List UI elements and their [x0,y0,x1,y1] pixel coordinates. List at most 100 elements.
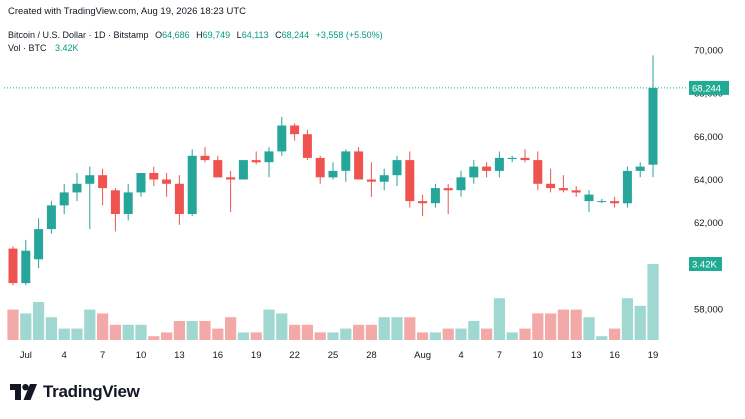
volume-bar [161,332,173,340]
x-tick-label: 7 [497,350,502,361]
candle-body [8,248,18,284]
candle-body [456,177,466,191]
candle-body [264,151,274,163]
candle-body [21,250,31,284]
x-tick-label: 4 [458,350,463,361]
volume-bar [378,317,390,340]
volume-bar [199,321,211,340]
tradingview-logo[interactable]: TradingView [10,382,140,402]
high-label: H [196,30,203,40]
candle-body [290,125,300,135]
x-tick-label: Jul [20,350,32,361]
candle-body [648,87,658,165]
candle-body [162,179,172,184]
volume-bar [7,309,19,340]
candle-body [328,170,338,178]
candle-body [72,183,82,193]
last-volume-badge [689,257,722,271]
candle-body [110,190,120,214]
volume-bar [212,328,224,340]
candle-body [98,175,108,189]
volume-bar [148,336,160,340]
volume-bar [532,313,544,340]
volume-bar [289,324,301,340]
x-tick-label: 19 [251,350,262,361]
volume-bar [327,332,339,340]
x-tick-label: 13 [571,350,582,361]
volume-bar [391,317,403,340]
candle-body [379,175,389,182]
volume-label: Vol · BTC [8,43,47,53]
volume-bar [353,324,365,340]
x-tick-label: 13 [174,350,185,361]
candle-body [597,201,607,203]
candle-body [584,194,594,202]
candle-body [507,157,517,159]
candle-body [238,160,248,180]
candle-body [213,160,223,178]
x-tick-label: 10 [136,350,147,361]
volume-bar [442,328,454,340]
symbol-legend: Bitcoin / U.S. Dollar · 1D · Bitstamp O6… [8,30,383,40]
close-label: C [275,30,282,40]
open-label: O [155,30,163,40]
x-tick-label: 22 [289,350,300,361]
volume-bar [58,328,70,340]
candle-body [354,151,364,180]
volume-bar [468,321,480,340]
candle-body [405,160,415,202]
volume-bar [20,313,32,340]
volume-bar [404,317,416,340]
volume-bar [609,328,621,340]
candle-body [558,188,568,191]
volume-bar [186,321,198,340]
volume-bar [596,336,608,340]
volume-bar [647,264,659,340]
last-price-label: 68,244 [692,83,721,94]
candle-body [366,179,376,182]
candle-body [251,160,261,163]
x-tick-label: 7 [100,350,105,361]
candle-body [226,177,236,180]
volume-bar [33,302,45,340]
candle-body [533,160,543,184]
candle-body [571,190,581,193]
candle-body [341,151,351,171]
volume-bar [71,328,83,340]
volume-bar [301,324,313,340]
candle-body [46,205,56,230]
candle-body [277,125,287,152]
y-tick-label: 62,000 [694,218,723,229]
x-tick-label: 25 [328,350,339,361]
open-value: 64,686 [162,30,190,40]
candle-body [635,166,645,171]
volume-bar [45,317,57,340]
volume-bar [97,313,109,340]
volume-bar [225,317,237,340]
volume-bar [417,332,429,340]
y-tick-label: 64,000 [694,175,723,186]
x-tick-label: 4 [62,350,67,361]
volume-bar [519,328,531,340]
volume-bar [314,332,326,340]
change-value: +3,558 (+5.50%) [315,30,383,40]
volume-bar [455,328,467,340]
candle-body [418,201,428,204]
volume-bar [570,309,582,340]
tradingview-logo-icon [10,384,37,400]
candle-body [302,134,312,158]
candle-body [59,192,69,206]
candle-body [469,166,479,178]
x-tick-label: 28 [366,350,377,361]
volume-bar [263,309,275,340]
last-price-badge [689,80,729,95]
volume-bar [173,321,185,340]
high-value: 69,749 [202,30,231,40]
volume-bar [557,309,569,340]
volume-bar [583,317,595,340]
candle-body [200,155,210,161]
candle-body [392,160,402,176]
volume-bar [621,298,633,340]
candle-body [546,183,556,189]
